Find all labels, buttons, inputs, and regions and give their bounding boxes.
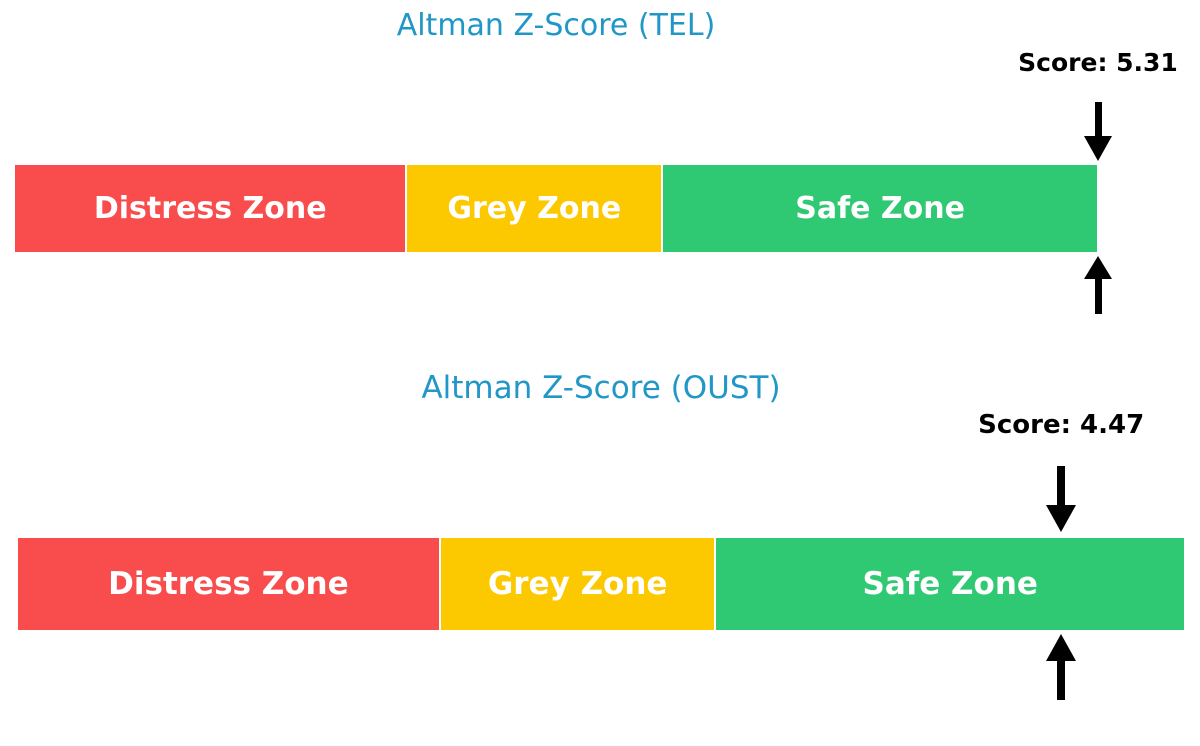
zone-segment-grey: Grey Zone (406, 165, 663, 252)
zone-label: Distress Zone (108, 566, 349, 602)
arrow-head (1046, 505, 1077, 532)
zone-segment-grey: Grey Zone (439, 538, 716, 630)
score-label: Score: 4.47 (978, 410, 1145, 440)
zone-segment-distress: Distress Zone (14, 165, 407, 252)
arrow-shaft (1057, 661, 1066, 700)
zone-segment-safe: Safe Zone (715, 538, 1185, 630)
zone-label: Distress Zone (93, 191, 327, 226)
altman-zscore-chart-oust: Altman Z-Score (OUST) Score: 4.47 Distre… (17, 363, 1185, 723)
score-marker-up-arrow-icon (1084, 256, 1112, 314)
arrow-shaft (1057, 466, 1066, 505)
zone-bar: Distress Zone Grey Zone Safe Zone (14, 165, 1098, 252)
arrow-shaft (1094, 102, 1102, 136)
arrow-shaft (1094, 279, 1102, 314)
score-label: Score: 5.31 (1018, 48, 1178, 77)
chart-title: Altman Z-Score (TEL) (396, 8, 716, 43)
zone-label: Safe Zone (862, 566, 1038, 602)
score-marker-down-arrow-icon (1084, 102, 1112, 161)
zone-label: Grey Zone (447, 191, 622, 226)
arrow-head (1046, 634, 1077, 661)
zone-bar: Distress Zone Grey Zone Safe Zone (17, 538, 1185, 630)
chart-title: Altman Z-Score (OUST) (421, 370, 781, 406)
score-marker-up-arrow-icon (1046, 634, 1077, 700)
zone-label: Safe Zone (795, 191, 965, 226)
score-marker-down-arrow-icon (1046, 466, 1077, 532)
arrow-head (1084, 256, 1112, 279)
zone-label: Grey Zone (487, 566, 668, 602)
altman-zscore-chart-tel: Altman Z-Score (TEL) Score: 5.31 Distres… (14, 0, 1178, 373)
zone-segment-distress: Distress Zone (17, 538, 440, 630)
arrow-head (1084, 136, 1112, 161)
zone-segment-safe: Safe Zone (662, 165, 1098, 252)
